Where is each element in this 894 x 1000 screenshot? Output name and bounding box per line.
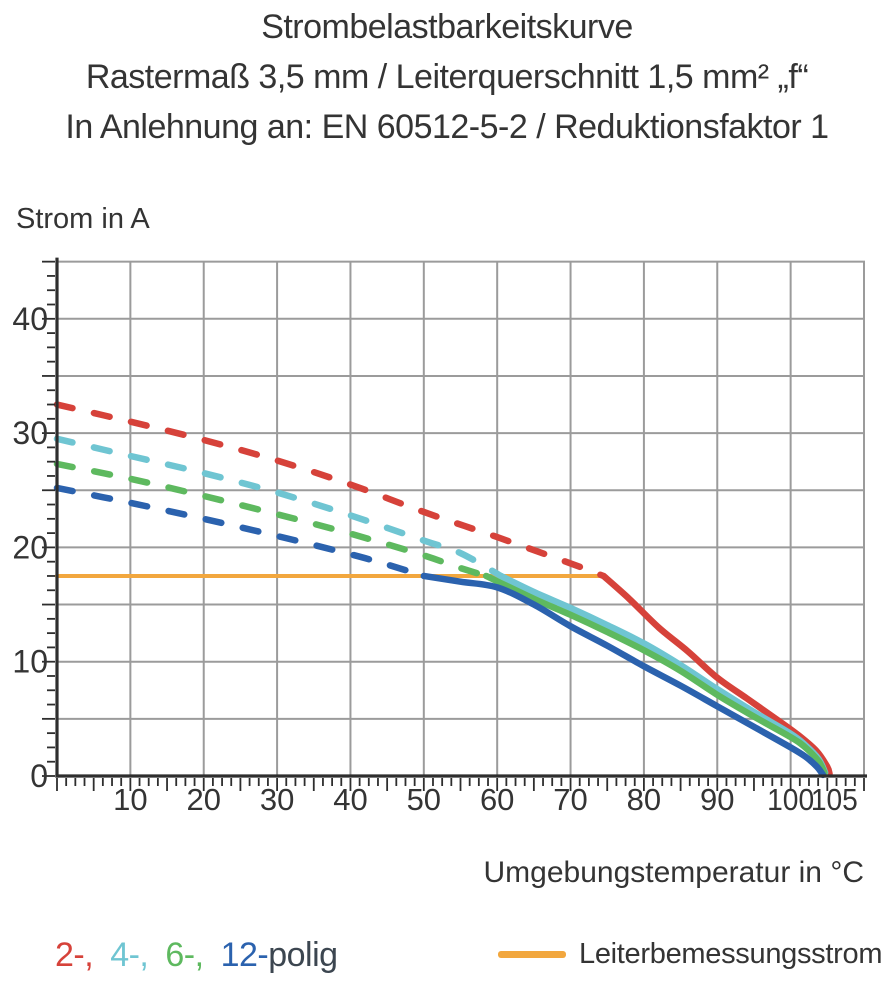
x-tick-80: 80 <box>627 782 661 817</box>
x-tick-100: 100 <box>767 782 814 817</box>
series-12-polig-solid <box>420 572 827 779</box>
y-tick-labels: 0 10 20 30 40 <box>12 301 48 794</box>
rated-current-line-swatch <box>498 951 566 958</box>
x-tick-10: 10 <box>113 782 147 817</box>
series-2-polig-solid <box>600 572 833 777</box>
y-tick-40: 40 <box>12 301 48 337</box>
legend-item-2-polig: 2-, <box>55 936 94 974</box>
series-6-polig-solid <box>482 572 828 776</box>
x-tick-30: 30 <box>260 782 294 817</box>
legend-poles: 2-, 4-, 6-, 12-polig <box>55 936 338 975</box>
y-tick-20: 20 <box>12 529 48 565</box>
legend-rated-current: Leiterbemessungsstrom <box>498 938 882 971</box>
series-12-polig <box>53 484 827 779</box>
chart-title-block: Strombelastbarkeitskurve Rastermaß 3,5 m… <box>0 2 894 152</box>
x-tick-70: 70 <box>553 782 587 817</box>
legend-item-4-polig: 4-, <box>110 936 149 974</box>
title-line-1: Strombelastbarkeitskurve <box>261 8 633 46</box>
y-minor-ticks <box>42 260 55 777</box>
x-axis-title: Umgebungstemperatur in °C <box>483 856 864 889</box>
x-tick-105: 105 <box>811 782 858 817</box>
y-tick-10: 10 <box>12 644 48 680</box>
series-2-polig-dashed <box>53 401 607 580</box>
x-tick-50: 50 <box>407 782 441 817</box>
title-line-2: Rastermaß 3,5 mm / Leiterquerschnitt 1,5… <box>85 58 809 96</box>
x-tick-90: 90 <box>700 782 734 817</box>
x-minor-ticks <box>56 778 865 791</box>
legend-suffix: polig <box>268 936 338 974</box>
x-tick-20: 20 <box>186 782 220 817</box>
y-tick-30: 30 <box>12 415 48 451</box>
x-tick-40: 40 <box>333 782 367 817</box>
rated-current-label: Leiterbemessungsstrom <box>579 938 883 970</box>
legend-item-12-polig: 12-polig <box>220 936 338 974</box>
series-6-polig-dashed <box>53 460 490 580</box>
x-tick-60: 60 <box>480 782 514 817</box>
series-4-polig-dashed <box>53 435 505 580</box>
axes <box>55 257 867 778</box>
title-line-3: In Anlehnung an: EN 60512-5-2 / Reduktio… <box>65 108 829 146</box>
series-2-polig <box>53 401 833 777</box>
y-axis-title: Strom in A <box>16 203 150 235</box>
series-12-polig-dashed <box>53 484 428 580</box>
y-tick-0: 0 <box>30 758 48 794</box>
series-6-polig <box>53 460 828 776</box>
legend-item-6-polig: 6-, <box>165 936 204 974</box>
